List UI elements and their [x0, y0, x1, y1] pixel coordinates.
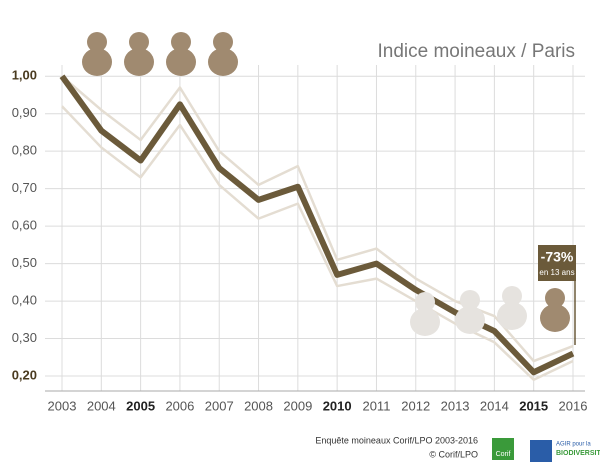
- x-tick-label: 2016: [559, 398, 588, 413]
- series-line: [59, 74, 575, 376]
- x-tick-label: 2013: [441, 398, 470, 413]
- y-tick-label: 0,50: [12, 255, 37, 270]
- annotation-main: -73%: [541, 249, 574, 265]
- y-tick-label: 0,70: [12, 180, 37, 195]
- series-line: [61, 105, 574, 382]
- credit: © Corif/LPO: [429, 449, 478, 459]
- annotation-sub: en 13 ans: [539, 268, 574, 277]
- y-tick-label: 0,40: [12, 293, 37, 308]
- y-tick-label: 0,30: [12, 330, 37, 345]
- x-tick-label: 2006: [165, 398, 194, 413]
- logo-biodiv: BIODIVERSITÉ: [556, 448, 600, 457]
- x-tick-label: 2004: [87, 398, 116, 413]
- x-tick-label: 2008: [244, 398, 273, 413]
- x-tick-label: 2009: [283, 398, 312, 413]
- logo-corif-text: Corif: [496, 451, 511, 458]
- annotation-box: [538, 245, 576, 281]
- x-tick-label: 2007: [205, 398, 234, 413]
- x-tick-label: 2014: [480, 398, 509, 413]
- x-tick-label: 2010: [323, 398, 352, 413]
- x-tick-label: 2015: [519, 398, 548, 413]
- x-tick-label: 2003: [48, 398, 77, 413]
- x-tick-label: 2012: [401, 398, 430, 413]
- y-tick-label: 1,00: [12, 68, 37, 83]
- logo-corif: [492, 438, 514, 460]
- x-tick-label: 2011: [362, 398, 390, 413]
- chart-title: Indice moineaux / Paris: [378, 41, 576, 62]
- grid: [45, 65, 585, 392]
- logo-lpo: [530, 440, 552, 462]
- y-tick-label: 0,60: [12, 218, 37, 233]
- source: Enquête moineaux Corif/LPO 2003-2016: [315, 435, 478, 445]
- series-line: [61, 75, 574, 363]
- logo-agir: AGIR pour la: [556, 442, 591, 448]
- y-tick-label: 0,80: [12, 143, 37, 158]
- x-tick-label: 2005: [126, 398, 155, 413]
- y-tick-label: 0,20: [12, 367, 37, 382]
- lines: [59, 74, 575, 382]
- y-tick-label: 0,90: [12, 105, 37, 120]
- birds: [82, 32, 570, 336]
